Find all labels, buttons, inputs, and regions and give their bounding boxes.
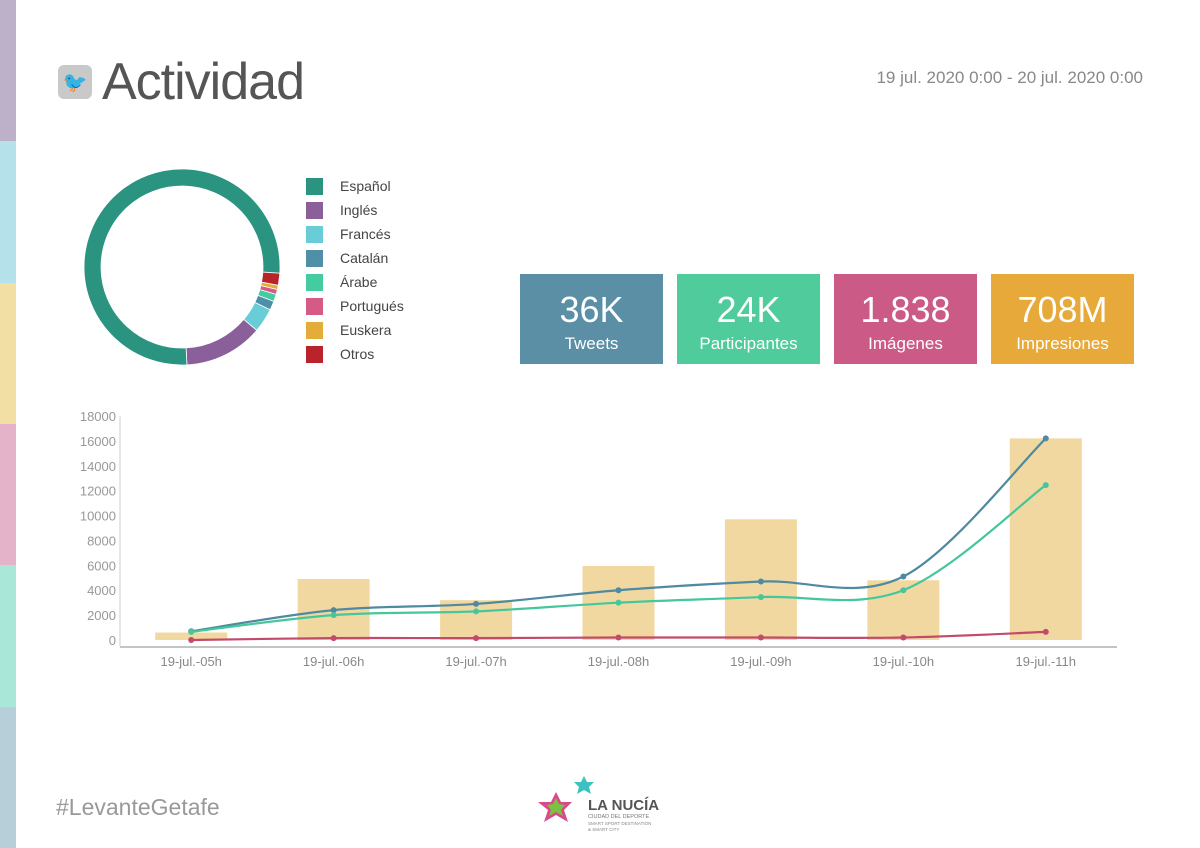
legend-swatch: [306, 321, 323, 339]
y-tick-label: 4000: [87, 583, 116, 598]
legend-swatch: [306, 297, 323, 315]
legend-item: Portugués: [306, 294, 404, 318]
series-point: [188, 637, 195, 643]
series-point: [188, 628, 195, 635]
series-point: [900, 573, 907, 580]
kpi-value: 708M: [1017, 289, 1108, 330]
page-header: 🐦 Actividad: [58, 52, 305, 112]
bar: [1009, 438, 1082, 640]
kpi-label: Participantes: [699, 334, 798, 353]
strip-segment: [0, 0, 16, 142]
series-point: [330, 612, 337, 619]
legend-item: Árabe: [306, 270, 404, 294]
legend-swatch: [306, 225, 323, 243]
series-point: [473, 600, 480, 607]
series-point: [615, 634, 622, 641]
kpi-card-participantes: 24K Participantes: [677, 274, 820, 364]
kpi-label: Imágenes: [868, 334, 943, 353]
legend-label: Catalán: [340, 250, 389, 266]
x-tick-label: 19-jul.-05h: [160, 654, 221, 669]
series-point: [757, 578, 764, 585]
series-point: [1042, 628, 1049, 635]
y-tick-label: 12000: [80, 484, 116, 499]
logo-text: LA NUCÍA: [588, 797, 659, 814]
legend-item: Francés: [306, 222, 404, 246]
x-tick-label: 19-jul.-06h: [303, 654, 364, 669]
legend-swatch: [306, 177, 323, 195]
legend-label: Otros: [340, 346, 375, 362]
bar: [155, 632, 228, 640]
legend-swatch: [306, 345, 323, 363]
activity-chart: 0 2000 4000 6000 8000 10000 12000 14000 16000 180…: [80, 409, 1117, 669]
kpi-value: 1.838: [860, 289, 951, 330]
legend-label: Español: [340, 178, 391, 194]
donut-slice-español: [83, 168, 281, 366]
y-tick-label: 2000: [87, 608, 116, 623]
legend-label: Árabe: [340, 274, 378, 290]
legend-label: Inglés: [340, 202, 378, 218]
y-tick-label: 0: [109, 633, 116, 648]
strip-segment: [0, 423, 16, 566]
legend-swatch: [306, 249, 323, 267]
x-tick-label: 19-jul.-07h: [445, 654, 506, 669]
series-point: [473, 608, 480, 615]
strip-segment: [0, 706, 16, 848]
legend-label: Francés: [340, 226, 391, 242]
strip-segment: [0, 565, 16, 707]
legend-label: Portugués: [340, 298, 404, 314]
x-tick-label: 19-jul.-10h: [873, 654, 934, 669]
legend-swatch: [306, 201, 323, 219]
y-tick-label: 8000: [87, 533, 116, 548]
series-point: [1042, 482, 1049, 489]
legend-item: Inglés: [306, 198, 404, 222]
hashtag: #LevanteGetafe: [56, 794, 220, 820]
kpi-value: 24K: [716, 289, 781, 330]
y-tick-label: 6000: [87, 558, 116, 573]
svg-text:SMART SPORT DESTINATION: SMART SPORT DESTINATION: [588, 821, 651, 826]
language-legend: Español Inglés Francés Catalán Árabe Portugué…: [306, 174, 404, 366]
svg-text:CIUDAD DEL DEPORTE: CIUDAD DEL DEPORTE: [588, 814, 649, 820]
series-point: [615, 587, 622, 594]
legend-item: Otros: [306, 342, 404, 366]
legend-item: Catalán: [306, 246, 404, 270]
twitter-icon: 🐦: [58, 65, 92, 99]
y-tick-label: 18000: [80, 409, 116, 424]
series-point: [473, 635, 480, 642]
color-strip: [0, 0, 16, 848]
series-point: [757, 634, 764, 641]
y-tick-label: 16000: [80, 434, 116, 449]
series-point: [615, 599, 622, 606]
kpi-label: Impresiones: [1016, 334, 1109, 353]
date-range: 19 jul. 2020 0:00 - 20 jul. 2020 0:00: [876, 68, 1143, 87]
svg-text:& SMART CITY: & SMART CITY: [588, 827, 619, 832]
strip-segment: [0, 141, 16, 283]
donut-slice-inglés: [185, 318, 258, 366]
series-point: [1042, 435, 1049, 442]
kpi-card-tweets: 36K Tweets: [520, 274, 663, 364]
series-point: [900, 634, 907, 641]
la-nucia-logo: LA NUCÍA CIUDAD DEL DEPORTE SMART SPORT …: [534, 774, 674, 839]
series-point: [330, 635, 337, 642]
kpi-card-impresiones: 708M Impresiones: [991, 274, 1134, 364]
legend-label: Euskera: [340, 322, 392, 338]
legend-swatch: [306, 273, 323, 291]
kpi-label: Tweets: [564, 334, 619, 353]
y-tick-label: 14000: [80, 459, 116, 474]
series-point: [330, 607, 337, 614]
kpi-value: 36K: [559, 289, 624, 330]
language-donut-chart: [83, 168, 281, 366]
series-point: [900, 587, 907, 594]
legend-item: Español: [306, 174, 404, 198]
x-tick-label: 19-jul.-08h: [588, 654, 649, 669]
legend-item: Euskera: [306, 318, 404, 342]
x-tick-label: 19-jul.-09h: [730, 654, 791, 669]
page-title: Actividad: [102, 53, 305, 111]
series-point: [757, 594, 764, 601]
strip-segment: [0, 282, 16, 424]
x-tick-label: 19-jul.-11h: [1016, 654, 1076, 669]
kpi-card-imágenes: 1.838 Imágenes: [834, 274, 977, 364]
y-tick-label: 10000: [80, 509, 116, 524]
